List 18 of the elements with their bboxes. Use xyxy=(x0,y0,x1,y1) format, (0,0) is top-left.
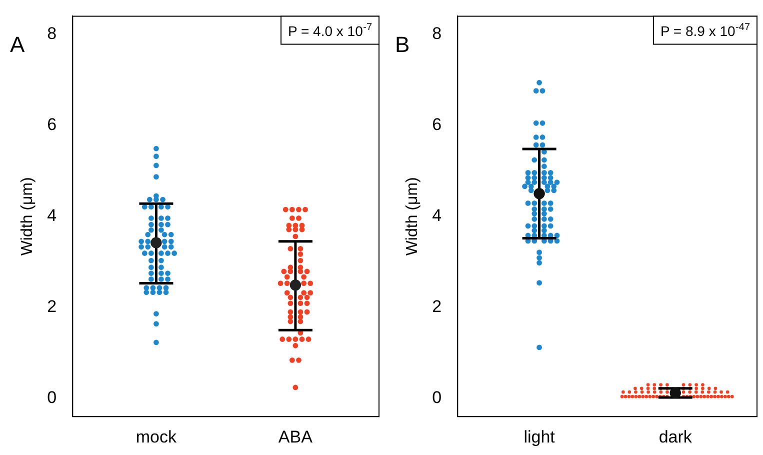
y-tick-label: 4 xyxy=(432,206,442,226)
x-tick-label: light xyxy=(524,427,556,446)
y-axis-title: Width (μm) xyxy=(19,177,36,256)
x-tick-label: dark xyxy=(658,427,692,446)
y-tick-label: 2 xyxy=(47,297,57,316)
y-axis-title: Width (μm) xyxy=(404,177,422,256)
y-tick-label: 4 xyxy=(47,206,57,226)
y-tick-label: 6 xyxy=(432,115,442,134)
y-tick-label: 0 xyxy=(432,388,442,408)
text: B xyxy=(395,32,410,57)
y-tick-label: 8 xyxy=(432,24,442,44)
text: A xyxy=(10,32,25,57)
x-tick-label: mock xyxy=(136,427,178,446)
y-tick-label: 0 xyxy=(47,388,57,408)
y-tick-label: 8 xyxy=(47,24,57,44)
y-tick-label: 6 xyxy=(47,115,57,134)
y-tick-label: 2 xyxy=(432,297,442,316)
x-tick-label: ABA xyxy=(278,427,314,446)
